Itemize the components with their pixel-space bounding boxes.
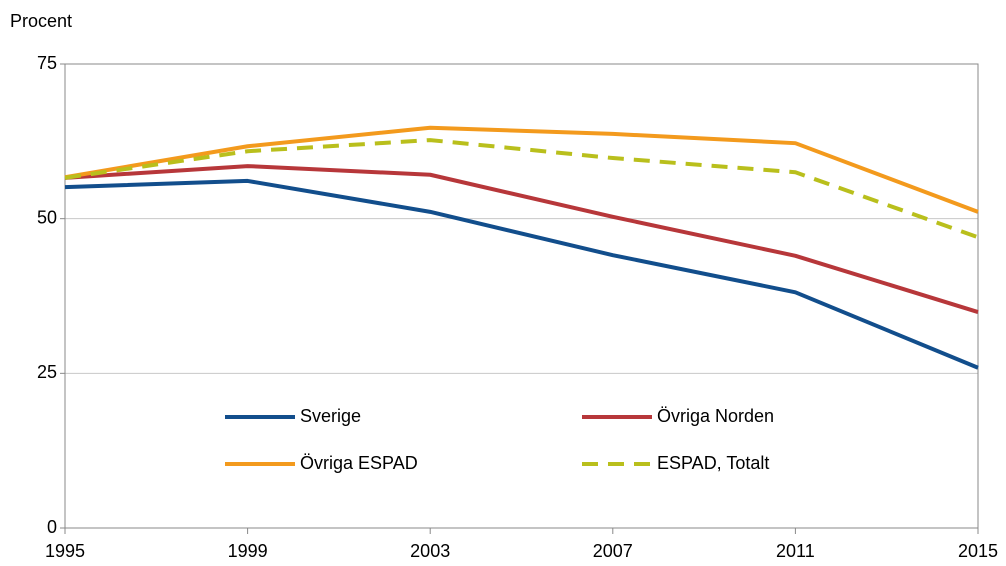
y-tick-label: 25 [37,362,57,382]
legend-label: Övriga Norden [657,406,774,426]
x-tick-label: 2011 [776,541,815,561]
legend-label: Sverige [300,406,361,426]
y-tick-label: 0 [47,517,57,537]
data-line [64,178,979,370]
data-line [64,138,979,240]
legend-label: Övriga ESPAD [300,453,418,473]
x-tick-label: 1999 [228,541,268,561]
data-line [64,164,979,314]
x-tick-label: 2003 [410,541,450,561]
x-tick-label: 1995 [45,541,85,561]
y-tick-label: 50 [37,207,57,227]
x-tick-label: 2015 [958,541,998,561]
y-axis-label: Procent [10,11,72,31]
plot-frame [64,63,979,529]
data-line [64,125,979,214]
x-tick-label: 2007 [593,541,633,561]
y-tick-label: 75 [37,53,57,73]
legend-label: ESPAD, Totalt [657,453,769,473]
